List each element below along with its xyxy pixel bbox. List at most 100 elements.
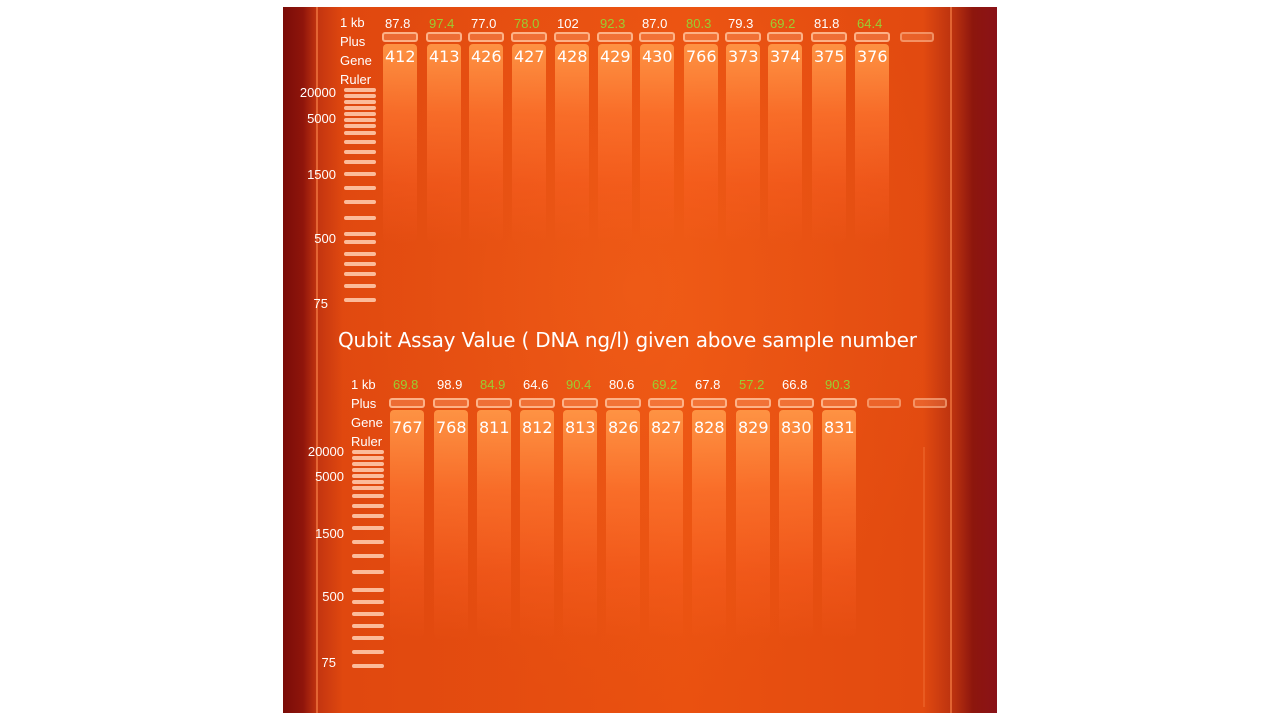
qubit-value: 87.8 xyxy=(385,16,411,31)
top-ladder-label: 1 kb Plus Gene Ruler xyxy=(340,13,372,89)
ladder-band xyxy=(352,650,384,654)
sample-well xyxy=(476,398,512,408)
ladder-band xyxy=(352,486,384,490)
qubit-value: 78.0 xyxy=(514,16,540,31)
mw-marker-bottom: 500 xyxy=(322,589,344,604)
sample-well xyxy=(382,32,418,42)
sample-well xyxy=(683,32,719,42)
sample-lane-smear xyxy=(383,44,417,244)
ladder-label-line: Plus xyxy=(340,34,366,49)
sample-well xyxy=(854,32,890,42)
sample-number: 827 xyxy=(651,418,682,437)
sample-lane-smear xyxy=(434,410,468,640)
ladder-band xyxy=(352,554,384,558)
sample-number: 828 xyxy=(694,418,725,437)
sample-number: 376 xyxy=(857,47,888,66)
sample-number: 812 xyxy=(522,418,553,437)
sample-lane-smear xyxy=(390,410,424,640)
mw-marker-bottom: 5000 xyxy=(315,469,344,484)
sample-well xyxy=(821,398,857,408)
sample-number: 768 xyxy=(436,418,467,437)
sample-well xyxy=(426,32,462,42)
ladder-band xyxy=(344,118,376,122)
ladder-band xyxy=(344,232,376,236)
ladder-label-line: 1 kb xyxy=(351,377,376,392)
ladder-label-line: Gene xyxy=(340,53,372,68)
qubit-value: 80.6 xyxy=(609,377,635,392)
ladder-band xyxy=(344,216,376,220)
ladder-band xyxy=(352,526,384,530)
qubit-value: 66.8 xyxy=(782,377,808,392)
qubit-value: 90.4 xyxy=(566,377,592,392)
mw-marker-top: 1500 xyxy=(307,167,336,182)
sample-well xyxy=(639,32,675,42)
ladder-band xyxy=(352,462,384,466)
bottom-ladder-label: 1 kb Plus Gene Ruler xyxy=(351,375,383,451)
sample-well xyxy=(778,398,814,408)
qubit-value: 97.4 xyxy=(429,16,455,31)
ladder-band xyxy=(344,172,376,176)
sample-lane-smear xyxy=(692,410,726,640)
sample-lane-smear xyxy=(563,410,597,640)
mw-marker-bottom: 1500 xyxy=(315,526,344,541)
qubit-value: 67.8 xyxy=(695,377,721,392)
sample-number: 811 xyxy=(479,418,510,437)
ladder-label-line: 1 kb xyxy=(340,15,365,30)
qubit-value: 64.6 xyxy=(523,377,549,392)
sample-well xyxy=(691,398,727,408)
sample-well xyxy=(433,398,469,408)
sample-lane-smear xyxy=(520,410,554,640)
qubit-value: 64.4 xyxy=(857,16,883,31)
qubit-value: 98.9 xyxy=(437,377,463,392)
sample-number: 428 xyxy=(557,47,588,66)
ladder-band xyxy=(344,100,376,104)
ladder-band xyxy=(352,588,384,592)
ladder-label-line: Plus xyxy=(351,396,377,411)
ladder-label-line: Gene xyxy=(351,415,383,430)
qubit-value: 81.8 xyxy=(814,16,840,31)
ladder-band xyxy=(352,540,384,544)
ladder-label-line: Ruler xyxy=(351,434,383,449)
ladder-band xyxy=(352,480,384,484)
ladder-band xyxy=(344,252,376,256)
ladder-band xyxy=(344,150,376,154)
sample-lane-smear xyxy=(822,410,856,640)
sample-well xyxy=(735,398,771,408)
qubit-value: 87.0 xyxy=(642,16,668,31)
qubit-value: 69.8 xyxy=(393,377,419,392)
qubit-value: 77.0 xyxy=(471,16,497,31)
gel-edge-line-left xyxy=(316,7,318,713)
ladder-band xyxy=(344,200,376,204)
ladder-band xyxy=(352,664,384,668)
sample-well xyxy=(554,32,590,42)
ladder-band xyxy=(352,514,384,518)
sample-lane-smear xyxy=(812,44,846,244)
qubit-value: 79.3 xyxy=(728,16,754,31)
ladder-band xyxy=(344,94,376,98)
sample-number: 375 xyxy=(814,47,845,66)
sample-lane-smear xyxy=(598,44,632,244)
ladder-band xyxy=(344,124,376,128)
mw-marker-top: 20000 xyxy=(299,85,336,100)
sample-number: 430 xyxy=(642,47,673,66)
ladder-band xyxy=(344,140,376,144)
ladder-band xyxy=(352,494,384,498)
sample-well xyxy=(767,32,803,42)
sample-lane-smear xyxy=(512,44,546,244)
sample-lane-smear xyxy=(640,44,674,244)
sample-number: 374 xyxy=(770,47,801,66)
ladder-band xyxy=(352,456,384,460)
sample-number: 813 xyxy=(565,418,596,437)
sample-well xyxy=(725,32,761,42)
sample-number: 766 xyxy=(686,47,717,66)
ladder-band xyxy=(352,624,384,628)
ladder-band xyxy=(352,612,384,616)
sample-lane-smear xyxy=(555,44,589,244)
ladder-band xyxy=(344,272,376,276)
empty-well xyxy=(867,398,901,408)
mw-marker-top: 500 xyxy=(314,231,336,246)
sample-lane-smear xyxy=(477,410,511,640)
qubit-value: 57.2 xyxy=(739,377,765,392)
sample-lane-smear xyxy=(768,44,802,244)
sample-well xyxy=(597,32,633,42)
